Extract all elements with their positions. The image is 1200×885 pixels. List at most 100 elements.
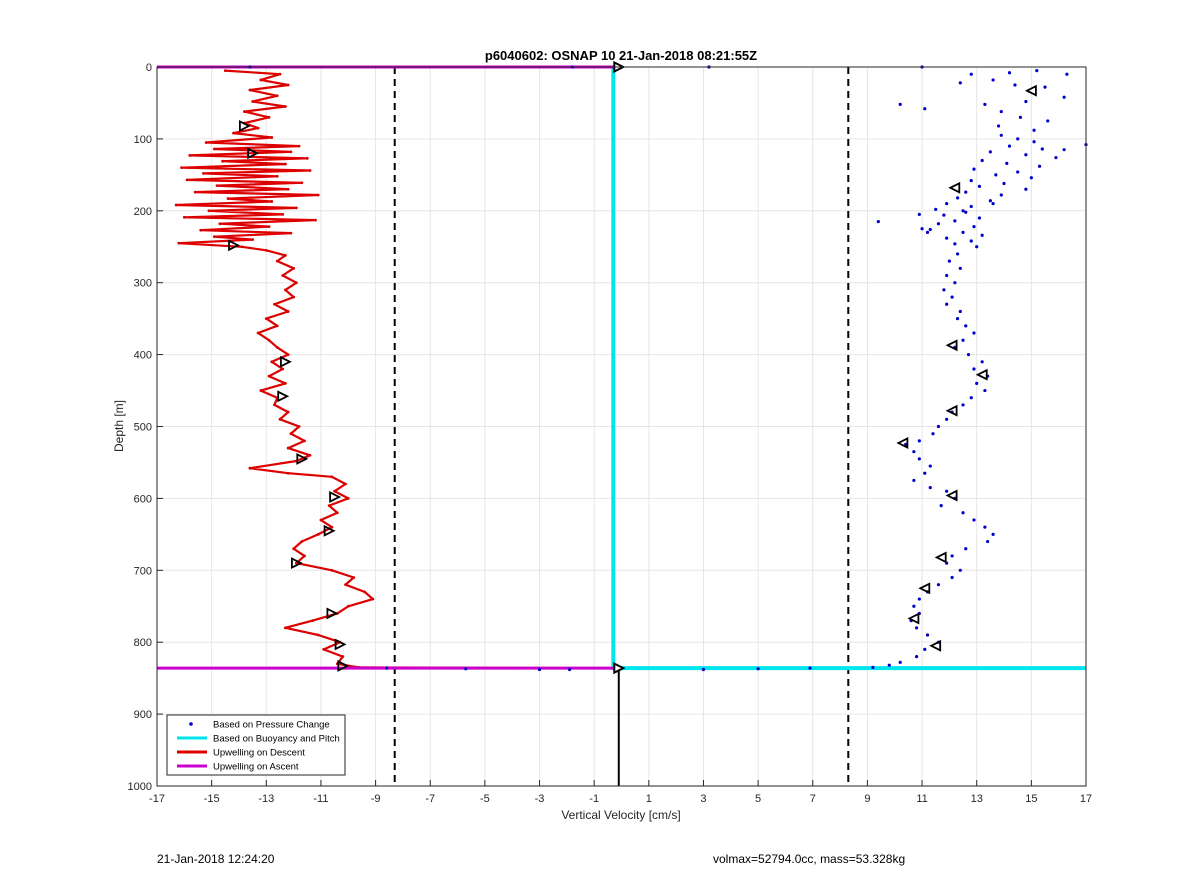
descent-point bbox=[259, 389, 263, 392]
pressure-change-point bbox=[701, 667, 706, 672]
pressure-change-point bbox=[991, 202, 995, 206]
pressure-change-point bbox=[464, 667, 468, 671]
pressure-change-point bbox=[934, 207, 938, 211]
pressure-change-point bbox=[1024, 187, 1028, 191]
pressure-change-point bbox=[953, 281, 957, 285]
pressure-change-point bbox=[988, 150, 992, 154]
y-tick-label: 500 bbox=[134, 422, 152, 434]
descent-point bbox=[303, 554, 306, 558]
descent-point bbox=[314, 218, 317, 222]
pressure-change-point bbox=[537, 667, 542, 672]
x-tick-label: -9 bbox=[371, 793, 381, 805]
descent-point bbox=[256, 126, 260, 130]
pressure-change-point bbox=[958, 309, 962, 314]
x-tick-label: -1 bbox=[589, 793, 599, 805]
descent-point bbox=[311, 619, 315, 623]
pressure-change-point bbox=[958, 81, 962, 85]
ascent-triangle-marker bbox=[975, 368, 988, 381]
descent-point bbox=[275, 324, 279, 328]
descent-point bbox=[264, 248, 268, 252]
y-tick-label: 700 bbox=[134, 565, 152, 577]
descent-point bbox=[275, 94, 279, 98]
descent-point bbox=[256, 331, 260, 335]
descent-point bbox=[305, 156, 309, 160]
pressure-change-point bbox=[1040, 147, 1044, 151]
x-tick-label: -17 bbox=[149, 793, 165, 805]
y-tick-label: 0 bbox=[146, 62, 152, 74]
descent-point bbox=[232, 131, 235, 135]
pressure-change-point bbox=[955, 196, 960, 200]
descent-triangle-marker bbox=[323, 524, 336, 537]
descent-point bbox=[251, 100, 255, 103]
x-tick-label: -11 bbox=[313, 793, 328, 805]
descent-point bbox=[327, 504, 331, 507]
descent-point bbox=[330, 475, 334, 479]
pressure-change-point bbox=[961, 209, 965, 213]
descent-point bbox=[371, 597, 375, 601]
pressure-change-point bbox=[969, 204, 973, 209]
pressure-change-point bbox=[961, 511, 965, 515]
x-tick-label: 3 bbox=[700, 793, 706, 805]
pressure-change-point bbox=[928, 464, 932, 468]
pressure-change-point bbox=[756, 667, 760, 671]
descent-triangle-marker bbox=[290, 557, 303, 570]
pressure-change-point bbox=[972, 331, 976, 335]
legend-entry-label: Upwelling on Ascent bbox=[213, 762, 299, 773]
pressure-change-point bbox=[991, 532, 995, 536]
pressure-change-point bbox=[931, 432, 935, 436]
x-tick-label: -13 bbox=[258, 793, 274, 805]
pressure-change-point bbox=[977, 216, 982, 220]
descent-point bbox=[267, 115, 271, 119]
pressure-change-point bbox=[964, 547, 968, 551]
pressure-change-point bbox=[983, 102, 987, 106]
pressure-change-point bbox=[980, 158, 984, 163]
x-tick-label: 9 bbox=[864, 793, 870, 805]
pressure-change-point bbox=[942, 213, 946, 217]
descent-point bbox=[202, 172, 205, 175]
x-tick-label: -5 bbox=[480, 793, 490, 805]
pressure-change-point bbox=[942, 288, 946, 292]
descent-point bbox=[248, 466, 252, 470]
descent-point bbox=[284, 626, 287, 630]
descent-point bbox=[270, 360, 274, 364]
footer-glider-params: volmax=52794.0cc, mass=53.328kg bbox=[713, 852, 906, 866]
descent-point bbox=[251, 238, 255, 241]
pressure-change-point bbox=[945, 273, 949, 278]
descent-point bbox=[316, 532, 320, 536]
descent-point bbox=[292, 547, 296, 551]
pressure-change-point bbox=[1016, 170, 1020, 174]
x-tick-label: 15 bbox=[1025, 793, 1037, 805]
descent-point bbox=[297, 144, 301, 148]
pressure-change-point bbox=[958, 568, 962, 572]
pressure-change-point bbox=[980, 360, 984, 364]
descent-triangle-marker bbox=[277, 390, 290, 403]
pressure-change-point bbox=[950, 295, 954, 299]
x-tick-label: -3 bbox=[535, 793, 545, 805]
legend-dot-symbol bbox=[189, 722, 193, 726]
descent-point bbox=[212, 235, 216, 239]
descent-point bbox=[300, 181, 304, 185]
pressure-change-point bbox=[1005, 161, 1009, 165]
descent-point bbox=[292, 266, 296, 270]
chart-title: p6040602: OSNAP 10 21-Jan-2018 08:21:55Z bbox=[485, 48, 757, 63]
descent-point bbox=[284, 162, 287, 166]
descent-point bbox=[278, 417, 282, 421]
x-tick-label: 13 bbox=[971, 793, 983, 805]
descent-point bbox=[259, 78, 263, 82]
descent-point bbox=[284, 105, 287, 108]
pressure-change-point bbox=[983, 388, 987, 393]
descent-point bbox=[335, 511, 339, 515]
x-tick-label: -15 bbox=[204, 793, 220, 805]
pressure-change-point bbox=[939, 503, 943, 508]
descent-point bbox=[275, 174, 279, 178]
pressure-change-point bbox=[969, 72, 973, 76]
descent-point bbox=[270, 136, 274, 139]
pressure-change-point bbox=[977, 184, 982, 188]
pressure-change-point bbox=[945, 417, 949, 421]
pressure-change-point bbox=[953, 242, 957, 246]
pressure-change-point bbox=[808, 666, 812, 670]
pressure-change-point bbox=[1062, 148, 1066, 152]
ascent-triangle-marker bbox=[948, 181, 961, 194]
pressure-change-point bbox=[969, 396, 973, 400]
pressure-change-point bbox=[898, 102, 902, 106]
